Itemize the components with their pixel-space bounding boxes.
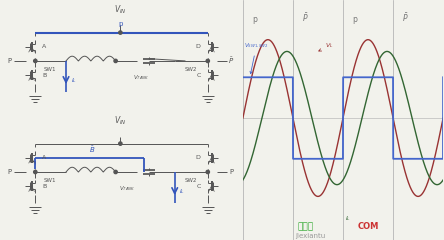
Text: $V_{IN}$: $V_{IN}$	[114, 114, 127, 127]
Text: $V_{TANK}$: $V_{TANK}$	[119, 184, 136, 193]
Text: p: p	[353, 15, 357, 24]
Text: $V_{TANK}$: $V_{TANK}$	[133, 73, 150, 82]
Circle shape	[34, 170, 37, 174]
Text: $\bar{B}$: $\bar{B}$	[89, 145, 95, 155]
Text: B: B	[42, 73, 47, 78]
Text: C: C	[196, 184, 201, 189]
Text: jiexiantu: jiexiantu	[295, 233, 325, 239]
Circle shape	[34, 59, 37, 63]
Text: $V_L$: $V_L$	[319, 42, 333, 51]
Text: C: C	[196, 73, 201, 78]
Text: D: D	[196, 155, 201, 160]
Text: SW1: SW1	[43, 67, 56, 72]
Text: $\bar{P}$: $\bar{P}$	[228, 56, 234, 66]
Circle shape	[114, 170, 117, 174]
Text: p: p	[253, 15, 258, 24]
Text: 接线图: 接线图	[298, 222, 314, 231]
Text: A: A	[42, 155, 47, 160]
Text: $I_L$: $I_L$	[179, 187, 186, 196]
Text: $I_L$: $I_L$	[345, 214, 351, 223]
Text: SW2: SW2	[185, 178, 198, 183]
Circle shape	[206, 59, 210, 63]
Text: D: D	[196, 44, 201, 49]
Circle shape	[119, 31, 122, 34]
Text: B: B	[42, 184, 47, 189]
Circle shape	[206, 170, 210, 174]
Text: SW1: SW1	[43, 178, 56, 183]
Text: p: p	[118, 21, 123, 27]
Text: P: P	[7, 58, 12, 64]
Text: $I_L$: $I_L$	[71, 76, 77, 85]
Text: $V_{SW1,SW2}$: $V_{SW1,SW2}$	[244, 42, 269, 74]
Text: COM: COM	[358, 222, 379, 231]
Text: $\bar{P}$: $\bar{P}$	[301, 11, 308, 24]
Text: $V_{IN}$: $V_{IN}$	[114, 4, 127, 16]
Circle shape	[119, 142, 122, 145]
Text: P: P	[230, 169, 234, 175]
Text: P: P	[7, 169, 12, 175]
Text: $\bar{P}$: $\bar{P}$	[402, 11, 408, 24]
Text: A: A	[42, 44, 47, 49]
Circle shape	[114, 59, 117, 63]
Text: SW2: SW2	[185, 67, 198, 72]
